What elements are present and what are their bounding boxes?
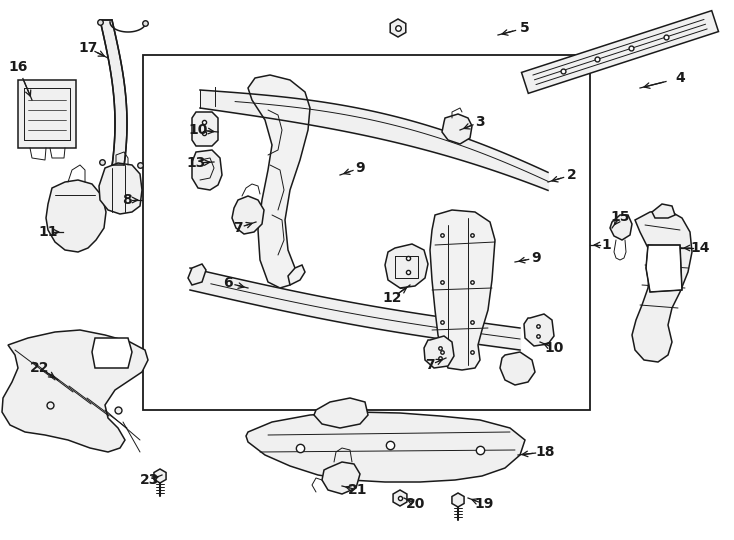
Polygon shape bbox=[322, 462, 360, 494]
Bar bbox=[18, 80, 76, 148]
Polygon shape bbox=[188, 264, 206, 285]
Polygon shape bbox=[430, 210, 495, 370]
Text: 3: 3 bbox=[475, 115, 485, 129]
Text: 16: 16 bbox=[8, 60, 28, 74]
Polygon shape bbox=[610, 215, 632, 240]
Text: 17: 17 bbox=[79, 41, 98, 55]
Text: 18: 18 bbox=[535, 445, 555, 459]
Polygon shape bbox=[390, 19, 406, 37]
Polygon shape bbox=[99, 163, 142, 214]
Polygon shape bbox=[314, 398, 368, 428]
Polygon shape bbox=[385, 244, 428, 288]
Text: 7: 7 bbox=[233, 221, 243, 235]
Polygon shape bbox=[2, 330, 148, 452]
Text: 12: 12 bbox=[382, 291, 401, 305]
Polygon shape bbox=[192, 150, 222, 190]
Text: 21: 21 bbox=[348, 483, 368, 497]
Bar bbox=[143, 55, 590, 410]
Text: 10: 10 bbox=[189, 123, 208, 137]
Text: 10: 10 bbox=[545, 341, 564, 355]
Text: 4: 4 bbox=[675, 71, 685, 85]
Polygon shape bbox=[393, 490, 407, 506]
Text: 9: 9 bbox=[531, 251, 541, 265]
Polygon shape bbox=[92, 338, 132, 368]
Text: 8: 8 bbox=[122, 193, 132, 207]
Polygon shape bbox=[632, 210, 692, 362]
Polygon shape bbox=[46, 180, 106, 252]
Text: 6: 6 bbox=[223, 276, 233, 290]
Text: 14: 14 bbox=[690, 241, 710, 255]
Polygon shape bbox=[646, 245, 682, 292]
Polygon shape bbox=[521, 11, 719, 93]
Text: 15: 15 bbox=[610, 210, 630, 224]
Polygon shape bbox=[424, 336, 454, 368]
Text: 19: 19 bbox=[474, 497, 494, 511]
Text: 1: 1 bbox=[601, 238, 611, 252]
Text: 23: 23 bbox=[140, 473, 160, 487]
Polygon shape bbox=[442, 114, 472, 144]
Text: 11: 11 bbox=[38, 225, 58, 239]
Polygon shape bbox=[652, 204, 675, 218]
Polygon shape bbox=[452, 493, 464, 507]
Polygon shape bbox=[246, 412, 525, 482]
Polygon shape bbox=[524, 314, 554, 346]
Polygon shape bbox=[500, 352, 535, 385]
Polygon shape bbox=[232, 196, 264, 234]
Text: 20: 20 bbox=[407, 497, 426, 511]
Polygon shape bbox=[248, 75, 310, 288]
Polygon shape bbox=[154, 469, 166, 483]
Text: 13: 13 bbox=[186, 156, 206, 170]
Text: 22: 22 bbox=[30, 361, 50, 375]
Text: 9: 9 bbox=[355, 161, 365, 175]
Polygon shape bbox=[100, 20, 127, 165]
Text: 2: 2 bbox=[567, 168, 577, 182]
Text: 5: 5 bbox=[520, 21, 530, 35]
Polygon shape bbox=[288, 265, 305, 285]
Polygon shape bbox=[192, 112, 218, 146]
Text: 7: 7 bbox=[425, 358, 435, 372]
